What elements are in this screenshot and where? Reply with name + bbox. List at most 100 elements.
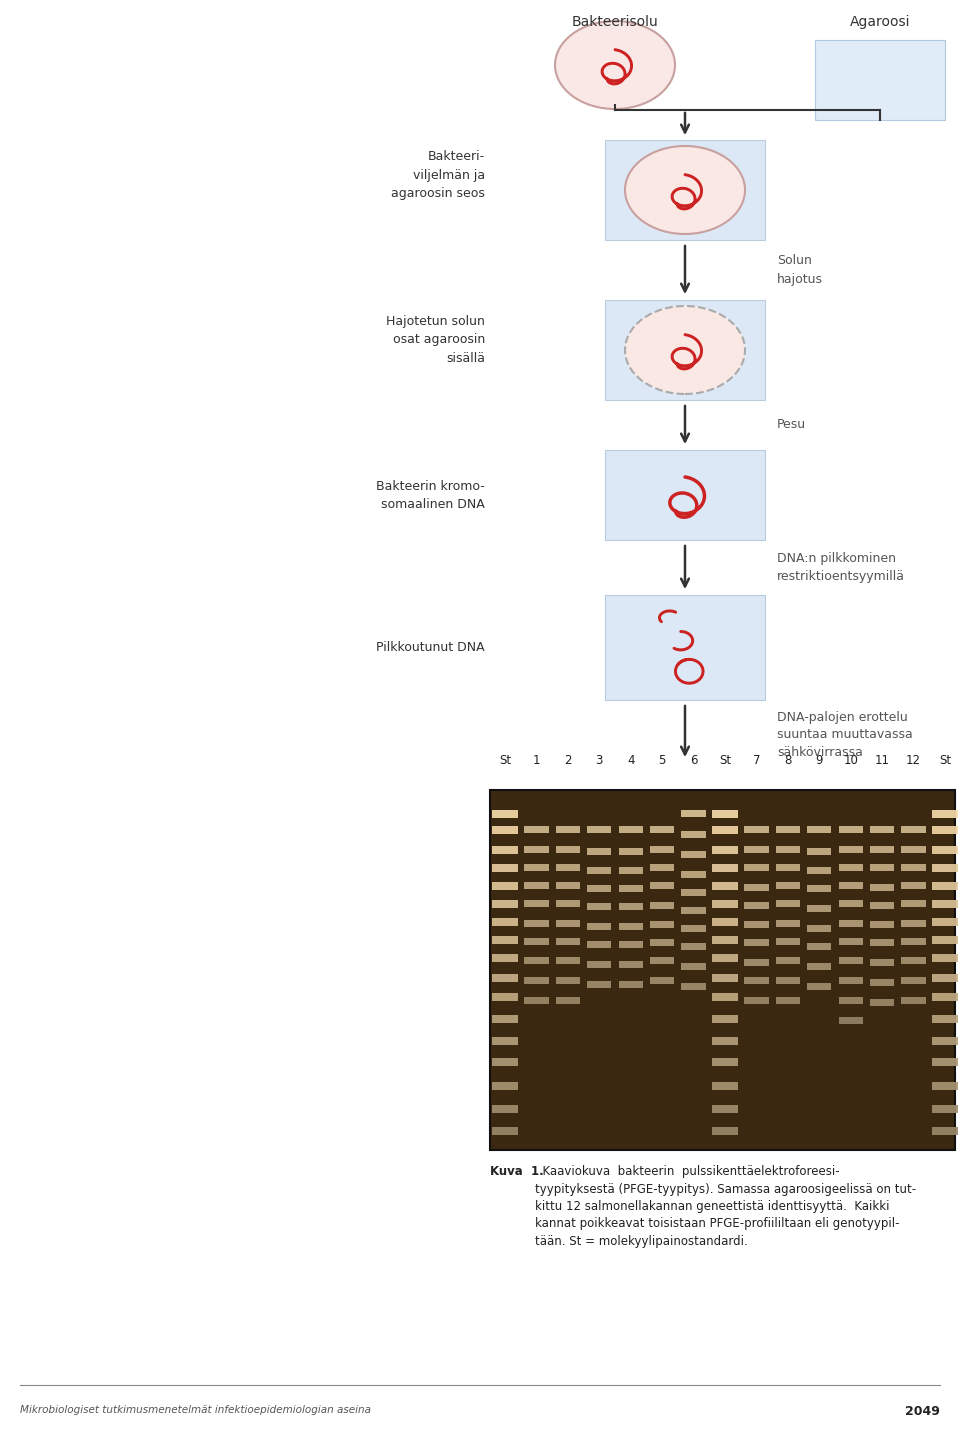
FancyBboxPatch shape xyxy=(807,942,831,950)
Text: 2: 2 xyxy=(564,754,571,766)
Ellipse shape xyxy=(625,146,745,235)
Text: 7: 7 xyxy=(753,754,760,766)
FancyBboxPatch shape xyxy=(588,904,612,911)
FancyBboxPatch shape xyxy=(932,1015,958,1022)
FancyBboxPatch shape xyxy=(588,885,612,892)
FancyBboxPatch shape xyxy=(492,918,517,925)
FancyBboxPatch shape xyxy=(839,919,863,927)
FancyBboxPatch shape xyxy=(932,1058,958,1067)
FancyBboxPatch shape xyxy=(807,962,831,970)
FancyBboxPatch shape xyxy=(870,921,894,928)
FancyBboxPatch shape xyxy=(776,864,800,871)
FancyBboxPatch shape xyxy=(712,1081,737,1090)
FancyBboxPatch shape xyxy=(492,1037,517,1044)
Text: 9: 9 xyxy=(816,754,823,766)
FancyBboxPatch shape xyxy=(492,845,517,854)
FancyBboxPatch shape xyxy=(650,827,674,834)
FancyBboxPatch shape xyxy=(932,809,958,818)
Text: 12: 12 xyxy=(906,754,921,766)
FancyBboxPatch shape xyxy=(932,1127,958,1134)
FancyBboxPatch shape xyxy=(618,827,643,834)
Text: DNA:n pilkkominen
restriktioentsyymillä: DNA:n pilkkominen restriktioentsyymillä xyxy=(777,552,905,583)
FancyBboxPatch shape xyxy=(744,997,769,1004)
FancyBboxPatch shape xyxy=(776,827,800,834)
FancyBboxPatch shape xyxy=(776,938,800,945)
FancyBboxPatch shape xyxy=(712,994,737,1001)
FancyBboxPatch shape xyxy=(815,40,945,120)
FancyBboxPatch shape xyxy=(839,938,863,945)
FancyBboxPatch shape xyxy=(524,882,548,889)
FancyBboxPatch shape xyxy=(932,994,958,1001)
FancyBboxPatch shape xyxy=(605,595,765,701)
FancyBboxPatch shape xyxy=(556,899,580,907)
FancyBboxPatch shape xyxy=(492,809,517,818)
FancyBboxPatch shape xyxy=(650,882,674,889)
FancyBboxPatch shape xyxy=(901,899,925,907)
FancyBboxPatch shape xyxy=(492,1105,517,1113)
FancyBboxPatch shape xyxy=(682,925,706,932)
FancyBboxPatch shape xyxy=(870,845,894,852)
FancyBboxPatch shape xyxy=(839,958,863,964)
FancyBboxPatch shape xyxy=(682,809,706,817)
Text: Agaroosi: Agaroosi xyxy=(850,14,910,29)
FancyBboxPatch shape xyxy=(682,871,706,878)
FancyBboxPatch shape xyxy=(901,997,925,1004)
Text: 3: 3 xyxy=(595,754,603,766)
FancyBboxPatch shape xyxy=(932,864,958,872)
FancyBboxPatch shape xyxy=(618,904,643,911)
Text: 5: 5 xyxy=(659,754,666,766)
FancyBboxPatch shape xyxy=(492,1015,517,1022)
FancyBboxPatch shape xyxy=(524,827,548,834)
FancyBboxPatch shape xyxy=(712,809,737,818)
FancyBboxPatch shape xyxy=(588,868,612,874)
FancyBboxPatch shape xyxy=(776,958,800,964)
FancyBboxPatch shape xyxy=(870,980,894,987)
FancyBboxPatch shape xyxy=(712,864,737,872)
Text: 6: 6 xyxy=(690,754,697,766)
FancyBboxPatch shape xyxy=(682,907,706,914)
FancyBboxPatch shape xyxy=(870,884,894,891)
FancyBboxPatch shape xyxy=(492,1058,517,1067)
FancyBboxPatch shape xyxy=(618,981,643,988)
FancyBboxPatch shape xyxy=(712,845,737,854)
FancyBboxPatch shape xyxy=(588,924,612,930)
FancyBboxPatch shape xyxy=(618,961,643,968)
Ellipse shape xyxy=(555,21,675,109)
FancyBboxPatch shape xyxy=(712,1037,737,1044)
FancyBboxPatch shape xyxy=(901,919,925,927)
FancyBboxPatch shape xyxy=(901,938,925,945)
FancyBboxPatch shape xyxy=(839,977,863,984)
Text: DNA-palojen erottelu
suuntaa muuttavassa
sähkövirrassa: DNA-palojen erottelu suuntaa muuttavassa… xyxy=(777,711,913,759)
FancyBboxPatch shape xyxy=(776,919,800,927)
FancyBboxPatch shape xyxy=(712,935,737,944)
FancyBboxPatch shape xyxy=(650,901,674,908)
Text: Kuva  1.: Kuva 1. xyxy=(490,1165,543,1178)
FancyBboxPatch shape xyxy=(650,940,674,947)
Text: Mikrobiologiset tutkimusmenetelmät infektioepidemiologian aseina: Mikrobiologiset tutkimusmenetelmät infek… xyxy=(20,1406,371,1416)
Text: Hajotetun solun
osat agaroosin
sisällä: Hajotetun solun osat agaroosin sisällä xyxy=(386,316,485,365)
FancyBboxPatch shape xyxy=(901,827,925,834)
Text: Solun
hajotus: Solun hajotus xyxy=(777,255,823,286)
FancyBboxPatch shape xyxy=(932,845,958,854)
Text: 1: 1 xyxy=(533,754,540,766)
Ellipse shape xyxy=(625,306,745,395)
FancyBboxPatch shape xyxy=(870,960,894,967)
FancyBboxPatch shape xyxy=(776,882,800,889)
FancyBboxPatch shape xyxy=(524,997,548,1004)
FancyBboxPatch shape xyxy=(650,845,674,852)
FancyBboxPatch shape xyxy=(682,889,706,897)
FancyBboxPatch shape xyxy=(650,921,674,928)
Text: 8: 8 xyxy=(784,754,792,766)
FancyBboxPatch shape xyxy=(492,1127,517,1134)
FancyBboxPatch shape xyxy=(492,994,517,1001)
Text: 10: 10 xyxy=(843,754,858,766)
FancyBboxPatch shape xyxy=(492,974,517,981)
FancyBboxPatch shape xyxy=(744,884,769,891)
FancyBboxPatch shape xyxy=(839,845,863,852)
FancyBboxPatch shape xyxy=(712,1058,737,1067)
FancyBboxPatch shape xyxy=(901,977,925,984)
FancyBboxPatch shape xyxy=(776,845,800,852)
FancyBboxPatch shape xyxy=(682,851,706,858)
FancyBboxPatch shape xyxy=(932,918,958,925)
FancyBboxPatch shape xyxy=(744,827,769,834)
